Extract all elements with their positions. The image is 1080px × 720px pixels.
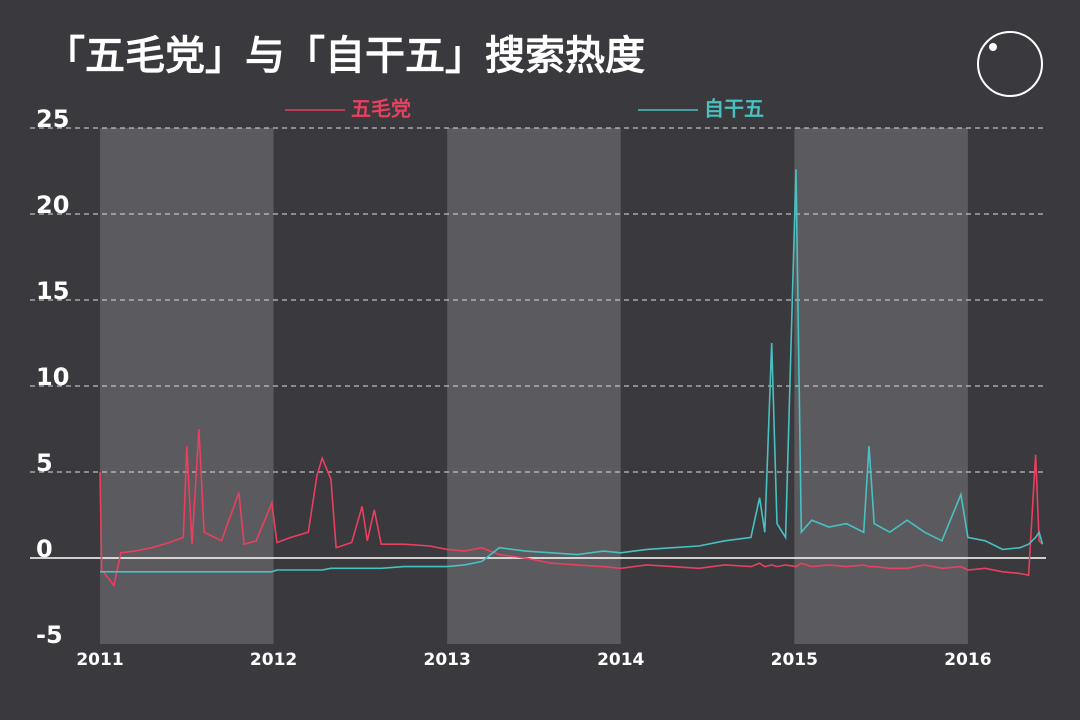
chart-title: 「五毛党」与「自干五」搜索热度 <box>45 33 645 79</box>
y-tick-label: 20 <box>36 191 69 219</box>
legend-label: 自干五 <box>704 97 764 121</box>
x-tick-label: 2016 <box>944 650 991 670</box>
series-line <box>100 169 1044 573</box>
x-tick-label: 2015 <box>771 650 818 670</box>
logo-dot <box>989 43 997 51</box>
y-tick-label: 15 <box>36 277 69 305</box>
y-tick-label: 10 <box>36 363 69 391</box>
x-tick-label: 2013 <box>423 650 470 670</box>
legend-label: 五毛党 <box>351 97 411 121</box>
y-tick-label: 25 <box>36 105 69 133</box>
x-tick-label: 2011 <box>76 650 123 670</box>
series-line <box>99 428 1044 588</box>
y-tick-label: 5 <box>36 449 53 477</box>
logo <box>977 31 1043 97</box>
y-tick-label: 0 <box>36 535 53 563</box>
x-tick-label: 2012 <box>250 650 297 670</box>
y-tick-label: -5 <box>36 621 63 649</box>
x-tick-label: 2014 <box>597 650 644 670</box>
